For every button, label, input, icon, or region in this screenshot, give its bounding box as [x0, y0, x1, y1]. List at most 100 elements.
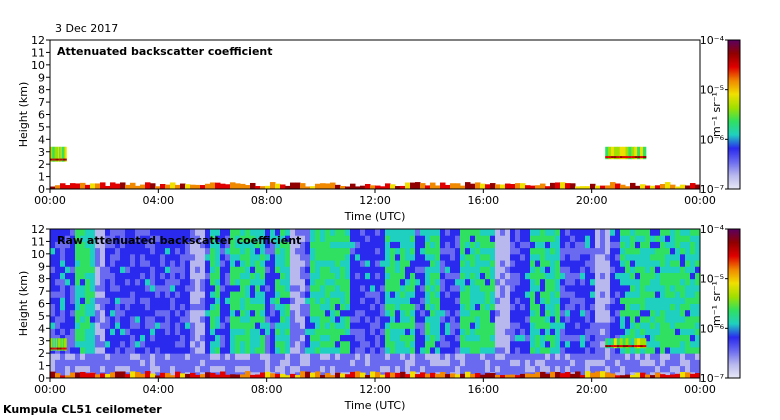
heatmap-cell [365, 260, 371, 267]
heatmap-cell [125, 309, 131, 317]
heatmap-cell [510, 253, 516, 261]
heatmap-cell [335, 309, 341, 317]
heatmap-cell [675, 315, 681, 323]
surface-layer-cell [380, 374, 386, 378]
heatmap-cell [100, 229, 106, 236]
surface-layer-cell [205, 372, 211, 378]
heatmap-cell [125, 235, 131, 242]
heatmap-cell [650, 309, 656, 317]
heatmap-cell [385, 235, 391, 242]
heatmap-cell [650, 241, 656, 249]
heatmap-cell [685, 309, 691, 317]
heatmap-cell [425, 229, 431, 236]
cloud-base-cell [625, 156, 629, 159]
heatmap-cell [300, 284, 306, 292]
heatmap-cell [505, 322, 511, 329]
heatmap-cell [285, 328, 291, 336]
heatmap-cell [165, 229, 171, 236]
heatmap-cell [205, 322, 211, 329]
heatmap-cell [100, 322, 106, 329]
heatmap-cell [170, 353, 176, 360]
heatmap-cell [665, 297, 671, 304]
heatmap-cell [330, 346, 336, 354]
heatmap-cell [455, 272, 461, 280]
heatmap-cell [335, 272, 341, 280]
surface-layer-cell [145, 371, 151, 378]
heatmap-cell [505, 253, 511, 261]
heatmap-cell [55, 365, 61, 373]
heatmap-cell [125, 266, 131, 273]
surface-layer-cell [60, 375, 66, 378]
heatmap-cell [60, 260, 66, 267]
heatmap-cell [640, 346, 646, 354]
heatmap-cell [225, 284, 231, 292]
heatmap-cell [645, 260, 651, 267]
heatmap-cell [375, 266, 381, 273]
heatmap-cell [65, 235, 71, 242]
heatmap-cell [70, 334, 76, 342]
heatmap-cell [280, 365, 286, 373]
heatmap-cell [490, 309, 496, 317]
heatmap-cell [95, 266, 101, 273]
heatmap-cell [655, 334, 661, 342]
heatmap-cell [285, 303, 291, 311]
heatmap-cell [445, 309, 451, 317]
heatmap-cell [660, 297, 666, 304]
heatmap-cell [410, 359, 416, 367]
heatmap-cell [275, 359, 281, 367]
heatmap-cell [90, 353, 96, 360]
heatmap-cell [120, 309, 126, 317]
heatmap-cell [515, 247, 521, 255]
heatmap-cell [70, 297, 76, 304]
heatmap-cell [230, 272, 236, 280]
heatmap-cell [285, 278, 291, 286]
heatmap-cell [150, 340, 156, 348]
panel-title-attenuated: Attenuated backscatter coefficient [57, 45, 273, 58]
heatmap-cell [190, 229, 196, 236]
heatmap-cell [665, 309, 671, 317]
heatmap-cell [80, 340, 86, 348]
heatmap-cell [645, 235, 651, 242]
heatmap-cell [605, 297, 611, 304]
heatmap-cell [110, 247, 116, 255]
heatmap-cell [520, 309, 526, 317]
heatmap-cell [165, 334, 171, 342]
colorbar-tick-label: 10⁻⁵ [700, 273, 724, 286]
heatmap-cell [255, 346, 261, 354]
heatmap-cell [230, 229, 236, 236]
heatmap-cell [255, 353, 261, 360]
heatmap-cell [270, 241, 276, 249]
surface-layer-cell [550, 371, 556, 378]
heatmap-cell [335, 278, 341, 286]
heatmap-cell [85, 278, 91, 286]
cloud-base-cell [634, 156, 638, 159]
heatmap-cell [325, 247, 331, 255]
heatmap-cell [335, 353, 341, 360]
heatmap-cell [460, 359, 466, 367]
heatmap-cell [140, 235, 146, 242]
heatmap-cell [70, 346, 76, 354]
cloud-base-cell [52, 158, 54, 161]
heatmap-cell [235, 315, 241, 323]
heatmap-cell [680, 328, 686, 336]
heatmap-cell [150, 253, 156, 261]
heatmap-cell [390, 291, 396, 298]
surface-layer-cell [185, 373, 191, 378]
heatmap-cell [360, 278, 366, 286]
heatmap-cell [435, 235, 441, 242]
heatmap-cell [105, 322, 111, 329]
heatmap-cell [285, 346, 291, 354]
heatmap-cell [630, 353, 636, 360]
surface-layer-cell [75, 372, 81, 378]
x-axis-label-attenuated: Time (UTC) [344, 210, 406, 223]
heatmap-cell [465, 328, 471, 336]
heatmap-cell [255, 297, 261, 304]
heatmap-cell [415, 303, 421, 311]
heatmap-cell [345, 272, 351, 280]
heatmap-cell [215, 297, 221, 304]
heatmap-cell [195, 291, 201, 298]
heatmap-cell [545, 328, 551, 336]
surface-layer-cell [475, 373, 481, 378]
heatmap-cell [230, 322, 236, 329]
heatmap-cell [215, 284, 221, 292]
